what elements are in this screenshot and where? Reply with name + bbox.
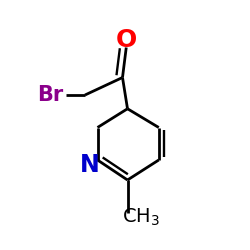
Text: O: O <box>116 28 137 52</box>
Text: Br: Br <box>37 85 63 105</box>
Text: CH$_3$: CH$_3$ <box>122 207 160 228</box>
Text: N: N <box>80 153 100 177</box>
